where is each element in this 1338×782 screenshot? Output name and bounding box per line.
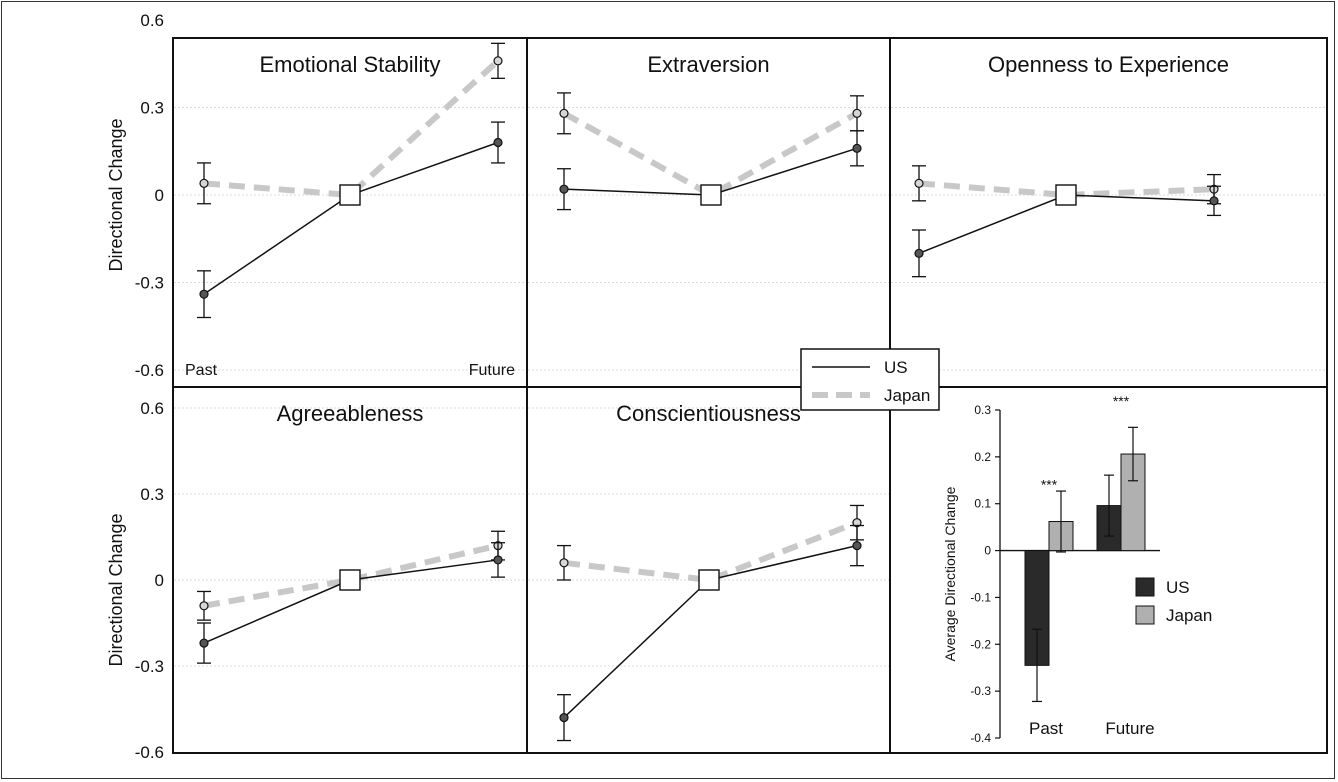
y-tick-label-row2: -0.3 [135,657,164,676]
japan-series-line [562,110,859,199]
y-tick-label-row1: 0.3 [140,99,164,118]
japan-series-line [203,58,501,199]
us-data-point [914,248,924,258]
us-data-point [852,143,862,153]
us-data-point [852,540,862,551]
japan-data-point [199,178,209,188]
present-reference-square [339,184,361,206]
present-reference-square [339,569,361,591]
us-data-point [199,638,209,648]
us-data-point [493,555,503,565]
bar-y-tick-label: 0.1 [974,497,991,511]
us-series-line [203,141,499,295]
y-tick-label-row2: -0.6 [135,743,164,762]
present-reference-square [700,184,722,206]
y-axis-label-row2: Directional Change [106,513,126,666]
panel-border-1 [172,37,528,388]
y-tick-label-row1: 0 [155,186,164,205]
bar-legend-swatch-us [1135,577,1155,597]
bar-y-axis-label: Average Directional Change [942,486,958,661]
legend-label-japan: Japan [884,386,930,405]
x-label-future: Future [469,362,515,379]
japan-data-point [199,601,209,611]
y-axis-label-row1: Directional Change [106,118,126,271]
legend-box [800,348,940,411]
y-tick-label-row2: 0.3 [140,485,164,504]
japan-data-point [493,56,503,66]
present-reference-square [1055,184,1077,206]
bar-y-tick-label: -0.4 [970,731,991,745]
y-tick-label-row2: 0.6 [140,399,164,418]
us-data-point [559,712,569,723]
significance-marker: *** [1041,477,1058,493]
bar-legend-label-japan: Japan [1166,606,1212,625]
japan-data-point [559,108,569,118]
bar-legend-swatch-japan [1135,605,1155,625]
bar-category-label: Future [1105,719,1154,738]
us-data-point [199,289,209,299]
panel-border-3 [889,37,1328,388]
us-data-point [559,184,569,194]
y-tick-label-row1: 0.6 [140,11,164,30]
us-data-point [493,137,503,148]
significance-marker: *** [1113,393,1130,409]
panel-title: Openness to Experience [988,52,1229,77]
bar-y-tick-label: 0.2 [974,450,991,464]
bar-y-tick-label: 0.3 [974,403,991,417]
y-tick-label-row1: -0.3 [135,274,164,293]
panel-border-2 [526,37,891,388]
x-label-past: Past [185,362,218,379]
bar-legend-label-us: US [1166,578,1190,597]
japan-data-point [559,558,569,568]
panel-title: Extraversion [647,52,769,77]
japan-series-line [563,519,859,584]
panel-title: Emotional Stability [260,52,441,77]
us-data-point [1209,196,1219,206]
japan-data-point [914,178,924,188]
bar-y-tick-label: -0.3 [970,684,991,698]
legend [800,348,940,411]
panel-title: Agreeableness [277,401,424,426]
panel-border-6 [889,386,1328,754]
y-tick-label-row2: 0 [155,571,164,590]
present-reference-square [698,569,720,591]
legend-label-us: US [884,358,908,377]
bar-category-label: Past [1029,719,1063,738]
y-tick-label-row1: -0.6 [135,361,164,380]
panel-title: Conscientiousness [616,401,801,426]
japan-data-point [852,108,862,118]
bar-y-tick-label: -0.2 [970,637,991,651]
bar-y-tick-label: 0 [984,544,991,558]
bar-y-tick-label: -0.1 [970,590,991,604]
